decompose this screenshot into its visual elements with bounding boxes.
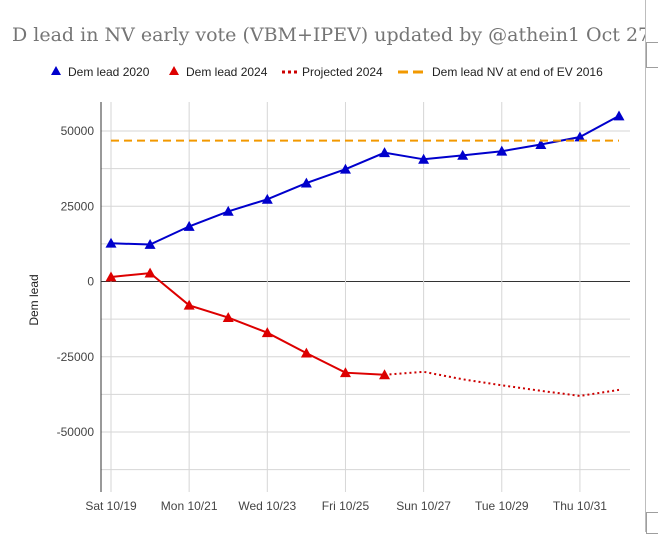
data-point	[144, 267, 156, 278]
series-layer	[105, 110, 625, 397]
legend-item: Projected 2024	[282, 65, 383, 79]
legend-label: Dem lead 2020	[68, 65, 150, 79]
x-tick-label: Thu 10/31	[553, 499, 607, 513]
series-1	[105, 267, 391, 380]
data-point	[222, 312, 234, 323]
data-point	[300, 177, 312, 188]
series-line	[110, 115, 620, 246]
data-point	[222, 205, 234, 216]
y-tick-label: 0	[87, 275, 94, 289]
y-tick-label: -25000	[57, 350, 95, 364]
data-point	[379, 147, 391, 158]
data-point	[496, 145, 508, 156]
legend-marker	[51, 66, 61, 75]
x-tick-label: Fri 10/25	[322, 499, 370, 513]
data-point	[105, 271, 117, 282]
x-tick-label: Tue 10/29	[475, 499, 529, 513]
right-edge-handle-top	[646, 42, 658, 68]
chart-title: D lead in NV early vote (VBM+IPEV) updat…	[12, 24, 658, 46]
data-point	[183, 220, 195, 231]
legend-label: Dem lead 2024	[186, 65, 268, 79]
x-tick-label: Wed 10/23	[238, 499, 296, 513]
series-0	[105, 110, 625, 249]
gridlines	[101, 102, 630, 492]
legend-label: Dem lead NV at end of EV 2016	[432, 65, 603, 79]
data-point	[144, 238, 156, 249]
data-point	[418, 153, 430, 164]
x-tick-label: Mon 10/21	[161, 499, 218, 513]
y-tick-label: 50000	[61, 124, 95, 138]
data-point	[457, 149, 469, 160]
y-tick-label: 25000	[61, 199, 95, 213]
data-point	[183, 299, 195, 310]
data-point	[574, 131, 586, 142]
data-point	[261, 327, 273, 338]
x-tick-label: Sun 10/27	[396, 499, 451, 513]
legend: Dem lead 2020 Dem lead 2024 Projected 2024…	[51, 65, 603, 79]
legend-marker	[169, 66, 179, 75]
legend-item: Dem lead 2024	[169, 65, 268, 79]
data-point	[261, 193, 273, 204]
legend-label: Projected 2024	[302, 65, 383, 79]
data-point	[535, 139, 547, 149]
right-edge-panel	[645, 0, 658, 532]
data-point	[613, 110, 625, 121]
y-axis-label: Dem lead	[27, 274, 41, 325]
legend-item: Dem lead 2020	[51, 65, 150, 79]
series-line	[110, 272, 385, 376]
y-tick-label: -50000	[57, 425, 95, 439]
data-point	[339, 163, 351, 174]
tick-labels: 50000 25000 0 -25000 -50000 Sat 10/19 Mon 10/2…	[57, 124, 608, 513]
x-tick-label: Sat 10/19	[85, 499, 137, 513]
right-edge-handle-bottom	[646, 512, 658, 534]
legend-item: Dem lead NV at end of EV 2016	[398, 65, 603, 79]
data-point	[105, 237, 117, 248]
data-point	[300, 347, 312, 358]
data-point	[339, 367, 351, 378]
